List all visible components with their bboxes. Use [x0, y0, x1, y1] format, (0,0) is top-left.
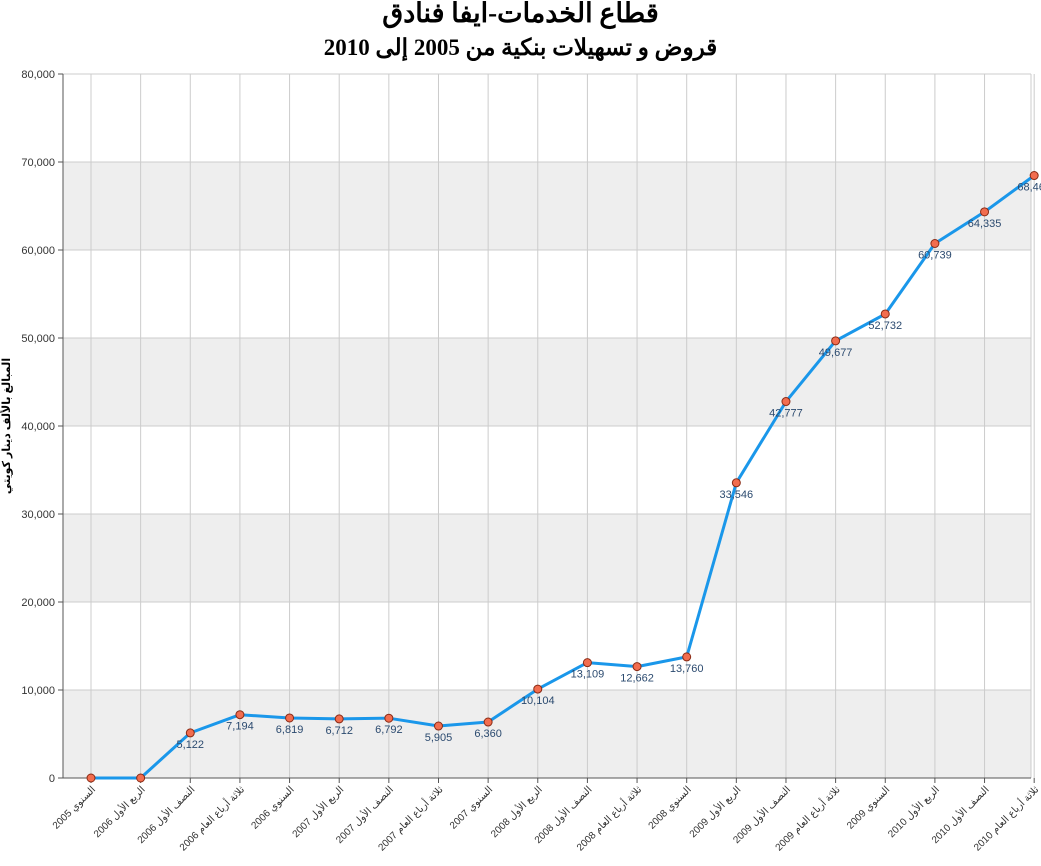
x-tick-label: الربع الأول 2006 — [91, 783, 148, 840]
grid-band — [63, 338, 1031, 426]
data-label: 13,760 — [670, 663, 704, 675]
y-tick-label: 60,000 — [21, 245, 55, 257]
y-axis-label: المبالغ بالألف دينار كويتي — [0, 358, 13, 494]
data-label: 33,546 — [720, 489, 754, 501]
data-label: 6,819 — [276, 724, 304, 736]
data-point-marker — [136, 773, 146, 783]
grid-band — [63, 162, 1031, 250]
data-label: 5,122 — [177, 739, 205, 751]
data-point-marker — [334, 714, 344, 724]
data-point-marker — [682, 652, 692, 662]
y-tick-label: 10,000 — [21, 685, 55, 697]
series-line — [91, 174, 1036, 780]
chart-subtitle: قروض و تسهيلات بنكية من 2005 إلى 2010 — [323, 35, 718, 60]
data-label: 49,677 — [819, 347, 853, 359]
data-point-marker — [632, 662, 642, 672]
y-tick-label: 70,000 — [21, 157, 55, 169]
data-point-marker — [86, 773, 96, 783]
y-tick-label: 0 — [49, 773, 55, 785]
data-label: 52,732 — [868, 320, 902, 332]
data-point-marker — [731, 478, 741, 488]
x-tick-label: السنوي 2008 — [647, 784, 694, 831]
data-label: 6,712 — [325, 725, 353, 737]
data-point-marker — [483, 717, 493, 727]
data-label: 6,792 — [375, 724, 403, 736]
grid-band — [63, 690, 1031, 778]
data-point-marker — [831, 336, 841, 346]
data-point-marker — [582, 658, 592, 668]
data-point-marker — [533, 684, 543, 694]
data-label: 5,905 — [425, 732, 453, 744]
data-label: 12,662 — [620, 673, 654, 685]
data-point-marker — [930, 238, 940, 248]
x-tick-label: الربع الأول 2009 — [686, 783, 743, 840]
x-tick-label: الربع الأول 2010 — [885, 783, 942, 840]
y-tick-label: 30,000 — [21, 509, 55, 521]
data-label: 10,104 — [521, 695, 555, 707]
data-point-marker — [781, 397, 791, 407]
data-point-marker — [185, 728, 195, 738]
data-label: 60,739 — [918, 249, 952, 261]
data-label: 7,194 — [226, 721, 254, 733]
x-tick-label: السنوي 2007 — [448, 784, 495, 831]
data-point-marker — [433, 721, 443, 731]
chart-title: قطاع الخدمات-ايفا فنادق — [382, 0, 659, 28]
x-tick-label: السنوي 2006 — [249, 784, 296, 831]
data-point-marker — [880, 309, 890, 319]
data-point-marker — [1029, 171, 1039, 181]
y-tick-label: 40,000 — [21, 421, 55, 433]
x-tick-label: الربع الأول 2008 — [488, 783, 545, 840]
data-label: 64,335 — [968, 218, 1002, 230]
grid-band — [63, 514, 1031, 602]
data-point-marker — [235, 710, 245, 720]
data-point-marker — [980, 207, 990, 217]
data-label: 68,463 — [1017, 182, 1041, 194]
y-tick-label: 50,000 — [21, 333, 55, 345]
y-tick-label: 20,000 — [21, 597, 55, 609]
data-point-marker — [285, 713, 295, 723]
x-tick-label: الربع الأول 2007 — [289, 783, 346, 840]
data-point-marker — [384, 713, 394, 723]
y-tick-label: 80,000 — [21, 69, 55, 81]
data-label: 13,109 — [571, 669, 605, 681]
data-label: 42,777 — [769, 408, 803, 420]
x-tick-label: السنوي 2005 — [51, 784, 98, 831]
x-tick-label: السنوي 2009 — [845, 784, 892, 831]
data-label: 6,360 — [474, 728, 502, 740]
